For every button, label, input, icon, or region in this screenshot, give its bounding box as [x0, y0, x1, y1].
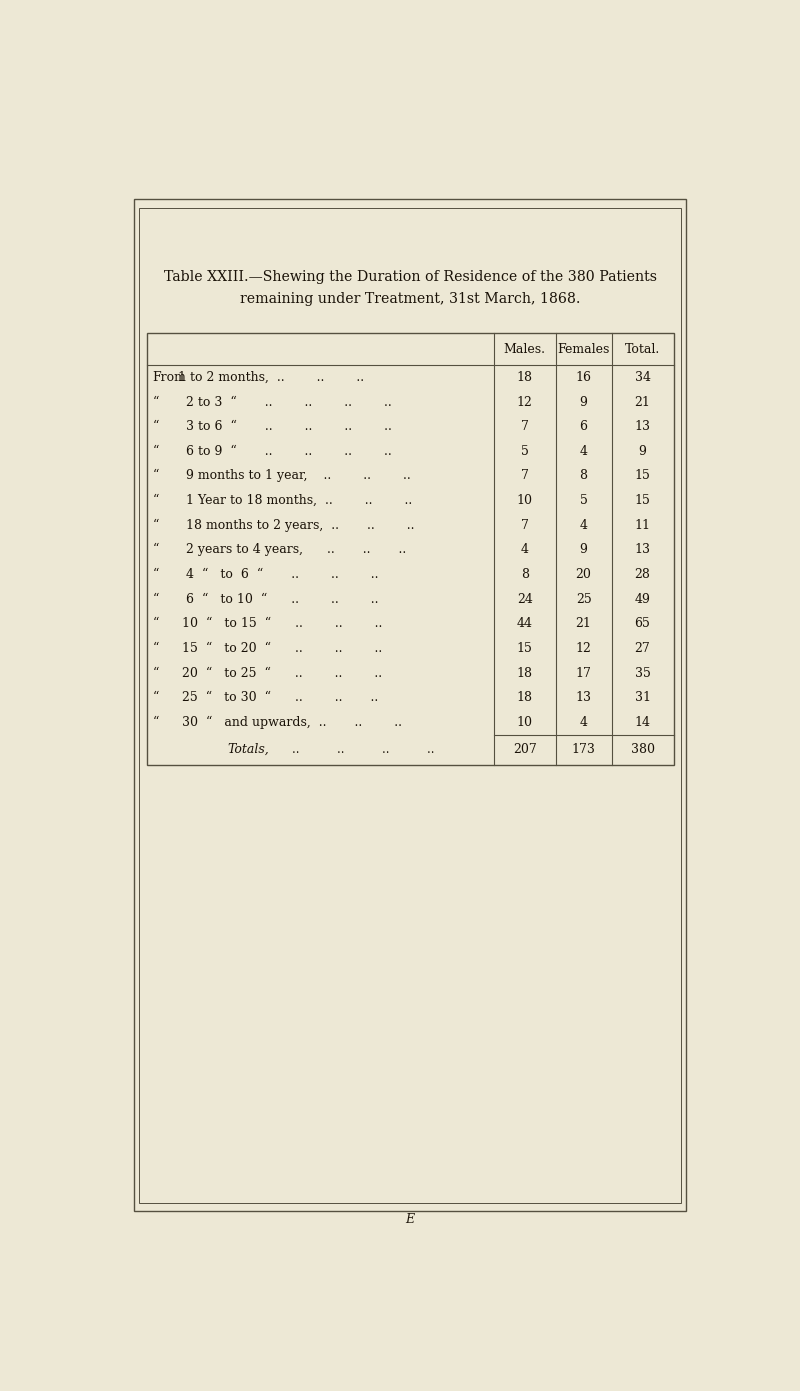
Text: remaining under Treatment, 31st March, 1868.: remaining under Treatment, 31st March, 1…	[240, 292, 580, 306]
Text: 6  “   to 10  “      ..        ..        ..: 6 “ to 10 “ .. .. ..	[178, 593, 378, 605]
Text: 4: 4	[521, 544, 529, 556]
Text: “: “	[153, 568, 159, 581]
Text: “: “	[153, 666, 159, 679]
Text: 15: 15	[634, 494, 650, 508]
Text: 21: 21	[634, 395, 650, 409]
Text: “: “	[153, 420, 159, 433]
Text: Totals,: Totals,	[227, 743, 269, 757]
Text: 27: 27	[634, 641, 650, 655]
Text: Females: Females	[558, 342, 610, 356]
Text: 12: 12	[576, 641, 591, 655]
Text: 12: 12	[517, 395, 533, 409]
Text: 4: 4	[579, 445, 587, 458]
Text: 6 to 9  “       ..        ..        ..        ..: 6 to 9 “ .. .. .. ..	[178, 445, 391, 458]
Text: 3 to 6  “       ..        ..        ..        ..: 3 to 6 “ .. .. .. ..	[178, 420, 391, 433]
Text: 4  “   to  6  “       ..        ..        ..: 4 “ to 6 “ .. .. ..	[178, 568, 378, 581]
Text: 18: 18	[517, 371, 533, 384]
Text: ..          ..          ..          ..: .. .. .. ..	[292, 743, 434, 757]
Text: 15: 15	[517, 641, 533, 655]
Text: “: “	[153, 469, 159, 483]
Text: 5: 5	[580, 494, 587, 508]
Text: “: “	[153, 691, 159, 704]
Text: 173: 173	[572, 743, 595, 757]
Text: 49: 49	[634, 593, 650, 605]
Text: 15  “   to 20  “      ..        ..        ..: 15 “ to 20 “ .. .. ..	[178, 641, 382, 655]
Text: 65: 65	[634, 618, 650, 630]
Text: 21: 21	[576, 618, 591, 630]
Text: 6: 6	[579, 420, 587, 433]
Text: “: “	[153, 716, 159, 729]
Text: 10  “   to 15  “      ..        ..        ..: 10 “ to 15 “ .. .. ..	[178, 618, 382, 630]
Text: 2 years to 4 years,      ..       ..       ..: 2 years to 4 years, .. .. ..	[178, 544, 406, 556]
Text: 25: 25	[576, 593, 591, 605]
Text: “: “	[153, 618, 159, 630]
Text: 8: 8	[579, 469, 587, 483]
Text: 9: 9	[580, 544, 587, 556]
Text: 380: 380	[630, 743, 654, 757]
Text: 44: 44	[517, 618, 533, 630]
Text: 2 to 3  “       ..        ..        ..        ..: 2 to 3 “ .. .. .. ..	[178, 395, 391, 409]
Text: 18: 18	[517, 691, 533, 704]
Text: 17: 17	[576, 666, 591, 679]
Text: 28: 28	[634, 568, 650, 581]
Text: “: “	[153, 445, 159, 458]
Text: 207: 207	[513, 743, 537, 757]
Text: 20  “   to 25  “      ..        ..        ..: 20 “ to 25 “ .. .. ..	[178, 666, 382, 679]
Text: 34: 34	[634, 371, 650, 384]
Text: 13: 13	[634, 544, 650, 556]
Text: 5: 5	[521, 445, 529, 458]
Text: 9: 9	[580, 395, 587, 409]
Text: 7: 7	[521, 469, 529, 483]
Text: Table XXIII.—Shewing the Duration of Residence of the 380 Patients: Table XXIII.—Shewing the Duration of Res…	[163, 270, 657, 284]
Text: 1 to 2 months,  ..        ..        ..: 1 to 2 months, .. .. ..	[178, 371, 364, 384]
Text: 13: 13	[634, 420, 650, 433]
Text: 30  “   and upwards,  ..       ..        ..: 30 “ and upwards, .. .. ..	[178, 715, 402, 729]
Text: 10: 10	[517, 716, 533, 729]
Text: “: “	[153, 593, 159, 605]
Text: Total.: Total.	[625, 342, 660, 356]
Text: 7: 7	[521, 420, 529, 433]
Text: 18 months to 2 years,  ..       ..        ..: 18 months to 2 years, .. .. ..	[178, 519, 414, 531]
Text: “: “	[153, 519, 159, 531]
Text: Males.: Males.	[504, 342, 546, 356]
Bar	[134, 199, 686, 1212]
Text: 10: 10	[517, 494, 533, 508]
Text: 13: 13	[576, 691, 592, 704]
Text: “: “	[153, 544, 159, 556]
Text: 1 Year to 18 months,  ..        ..        ..: 1 Year to 18 months, .. .. ..	[178, 494, 412, 508]
Text: 15: 15	[634, 469, 650, 483]
Text: 16: 16	[576, 371, 592, 384]
Text: 9 months to 1 year,    ..        ..        ..: 9 months to 1 year, .. .. ..	[178, 469, 410, 483]
Text: 11: 11	[634, 519, 650, 531]
Bar	[139, 207, 681, 1203]
Text: 14: 14	[634, 716, 650, 729]
Text: 24: 24	[517, 593, 533, 605]
Text: 4: 4	[579, 716, 587, 729]
Text: 20: 20	[576, 568, 591, 581]
Text: 18: 18	[517, 666, 533, 679]
Text: “: “	[153, 395, 159, 409]
Text: 4: 4	[579, 519, 587, 531]
Text: E: E	[406, 1213, 414, 1227]
Text: 8: 8	[521, 568, 529, 581]
Text: 31: 31	[634, 691, 650, 704]
Text: 9: 9	[638, 445, 646, 458]
Bar	[146, 332, 674, 765]
Text: 35: 35	[634, 666, 650, 679]
Text: 7: 7	[521, 519, 529, 531]
Text: “: “	[153, 494, 159, 508]
Text: From: From	[153, 371, 186, 384]
Text: “: “	[153, 641, 159, 655]
Text: 25  “   to 30  “      ..        ..       ..: 25 “ to 30 “ .. .. ..	[178, 691, 378, 704]
